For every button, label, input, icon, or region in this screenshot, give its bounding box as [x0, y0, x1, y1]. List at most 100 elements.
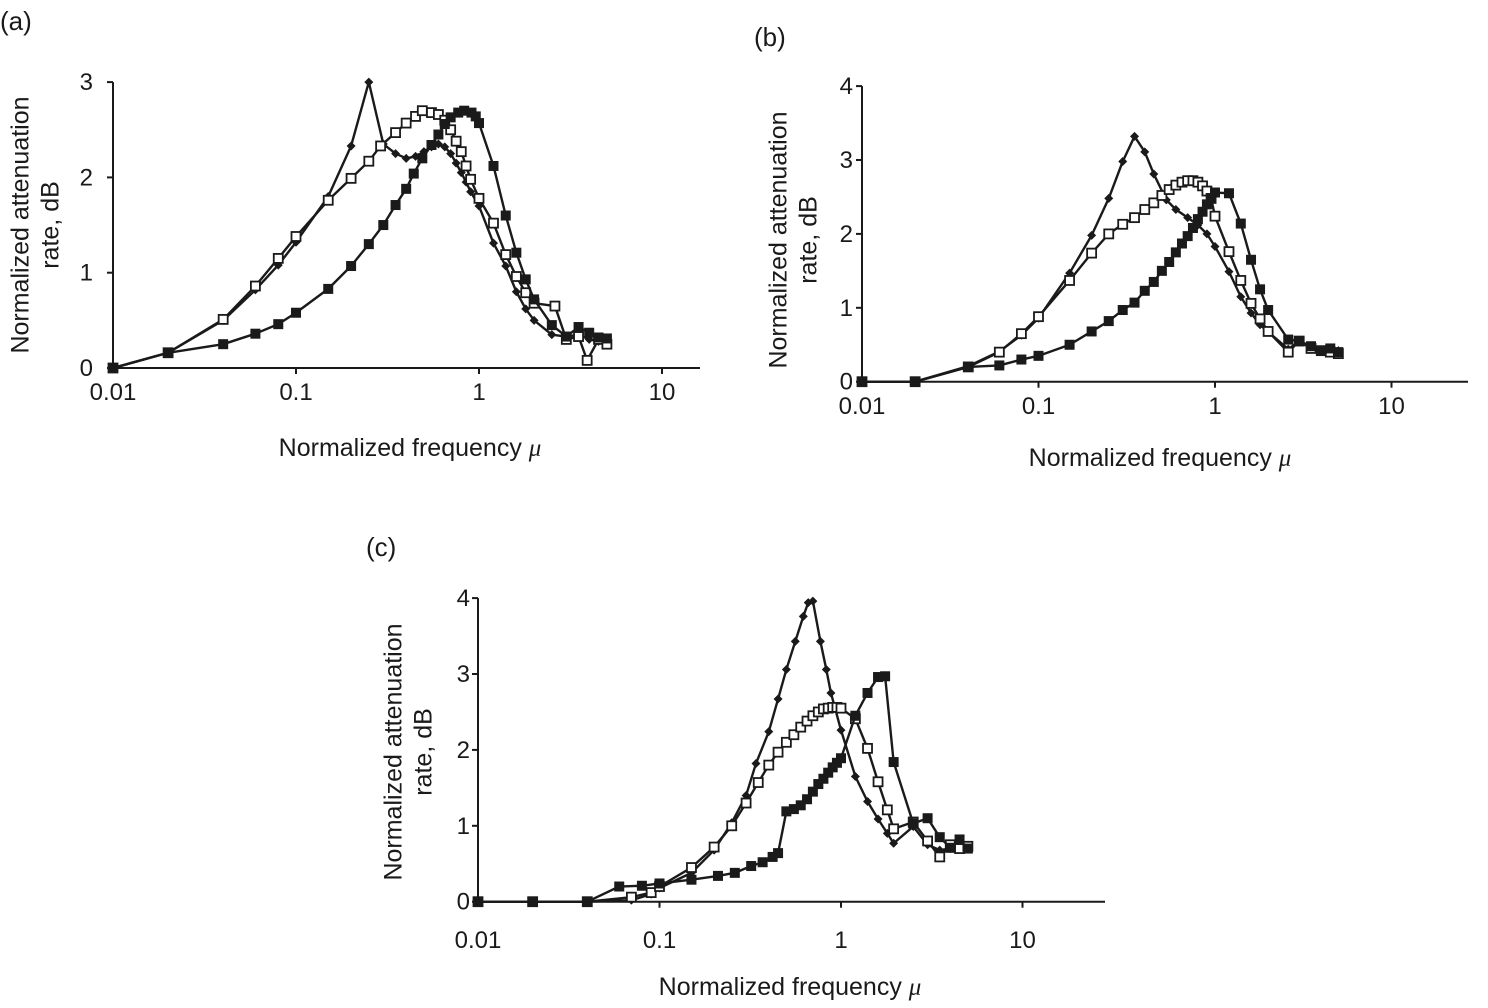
data-point-open-square [363, 155, 375, 167]
data-point-open-square [934, 851, 946, 863]
data-point-open-square [1139, 204, 1151, 215]
x-axis-title-text: Normalized frequency [279, 434, 529, 462]
data-point-filled-square [654, 878, 665, 889]
data-point-open-square [752, 777, 764, 788]
y-tick-label: 0 [457, 889, 470, 916]
x-tick-label: 0.01 [90, 379, 137, 406]
data-point-filled-square [836, 753, 846, 764]
data-point-filled-square [888, 757, 899, 768]
data-point-filled-square [218, 339, 229, 350]
x-tick-label: 1 [834, 927, 847, 954]
y-tick-label: 1 [80, 260, 93, 287]
data-point-diamond [790, 636, 800, 646]
data-point-open-square [465, 173, 477, 185]
data-point-filled-square [378, 220, 389, 231]
data-point-filled-square [1164, 256, 1175, 267]
y-tick-label: 3 [840, 147, 853, 174]
y-tick-label: 1 [457, 813, 470, 840]
data-point-open-square [1254, 313, 1266, 325]
data-point-diamond [364, 77, 374, 87]
panel-c: (c) 0.01 0.1 1 10 0 1 2 3 4 Normalized frequency … [366, 532, 1105, 1001]
data-point-open-square [726, 820, 738, 832]
data-point-filled-square [546, 320, 557, 331]
data-point-open-square [272, 253, 284, 264]
data-point-open-square [410, 111, 421, 122]
data-point-filled-square [922, 813, 933, 824]
data-point-filled-square [426, 139, 437, 150]
data-point-filled-square [880, 671, 891, 682]
data-point-filled-square [686, 874, 697, 885]
data-point-filled-square [1235, 218, 1246, 229]
data-point-open-square [1064, 275, 1075, 286]
data-point-diamond [815, 636, 825, 646]
data-point-filled-square [1316, 345, 1327, 356]
x-tick-label: 0.1 [643, 927, 676, 954]
x-axis-title-text: Normalized frequency [1029, 444, 1279, 472]
data-point-filled-square [807, 786, 818, 797]
data-point-diamond [1246, 308, 1256, 318]
series-line [862, 135, 1339, 383]
data-point-diamond [826, 688, 836, 698]
data-point-diamond [529, 315, 539, 325]
data-point-filled-square [1176, 238, 1187, 249]
data-point-open-square [1086, 247, 1098, 259]
data-point-filled-square [250, 328, 261, 339]
data-point-open-square [881, 804, 893, 816]
y-tick-label: 0 [840, 369, 853, 396]
data-point-filled-square [1192, 214, 1203, 225]
data-point-filled-square [346, 261, 357, 272]
data-point-filled-square [773, 848, 784, 859]
y-axis-title-line: Normalized attenuation [380, 623, 408, 880]
data-point-open-square [788, 729, 800, 741]
data-point-filled-square [408, 168, 419, 179]
data-point-filled-square [561, 331, 572, 342]
data-point-filled-square [873, 672, 884, 683]
data-point-filled-square [1283, 334, 1294, 345]
data-point-filled-square [453, 107, 464, 118]
data-point-filled-square [712, 870, 723, 881]
data-point-open-square [290, 231, 302, 242]
data-point-diamond [391, 149, 401, 159]
data-point-filled-square [954, 834, 965, 845]
series-line [862, 179, 1339, 383]
data-point-filled-square [401, 183, 412, 194]
data-point-filled-square [945, 842, 956, 853]
data-point-diamond [401, 153, 411, 163]
data-point-open-square [573, 331, 584, 342]
data-point-open-square [862, 742, 873, 754]
series-filled-square [857, 187, 1344, 387]
data-point-filled-square [1210, 187, 1220, 198]
data-point-filled-square [818, 773, 829, 784]
data-point-open-square [993, 346, 1005, 358]
data-point-diamond [863, 797, 873, 807]
data-point-diamond [850, 771, 860, 781]
data-point-filled-square [813, 779, 824, 790]
data-point-filled-square [573, 322, 584, 333]
data-point-filled-square [291, 307, 301, 318]
data-point-diamond [1202, 229, 1212, 239]
data-point-filled-square [1325, 343, 1336, 354]
data-point-open-square [1282, 346, 1294, 358]
x-axis-title: Normalized frequency μ [659, 973, 922, 1001]
data-point-diamond [1104, 193, 1114, 203]
data-point-filled-square [1148, 276, 1159, 287]
data-point-diamond [1224, 267, 1234, 277]
series-line [112, 109, 608, 370]
data-point-diamond [836, 725, 846, 735]
data-point-filled-square [582, 896, 593, 907]
x-tick-label: 0.01 [455, 927, 502, 954]
y-axis-title-line: rate, dB [410, 708, 438, 796]
data-point-diamond [440, 142, 450, 152]
data-point-filled-square [273, 319, 284, 330]
data-point-filled-square [862, 687, 873, 698]
series-filled-square [473, 671, 973, 907]
data-point-diamond [1149, 169, 1159, 179]
data-point-diamond [501, 261, 511, 271]
data-point-open-square [708, 841, 720, 853]
x-tick-label: 1 [472, 379, 485, 406]
data-point-filled-square [433, 129, 444, 140]
data-point-filled-square [1103, 316, 1114, 327]
data-point-diamond [764, 727, 774, 737]
data-point-filled-square [1086, 326, 1097, 337]
